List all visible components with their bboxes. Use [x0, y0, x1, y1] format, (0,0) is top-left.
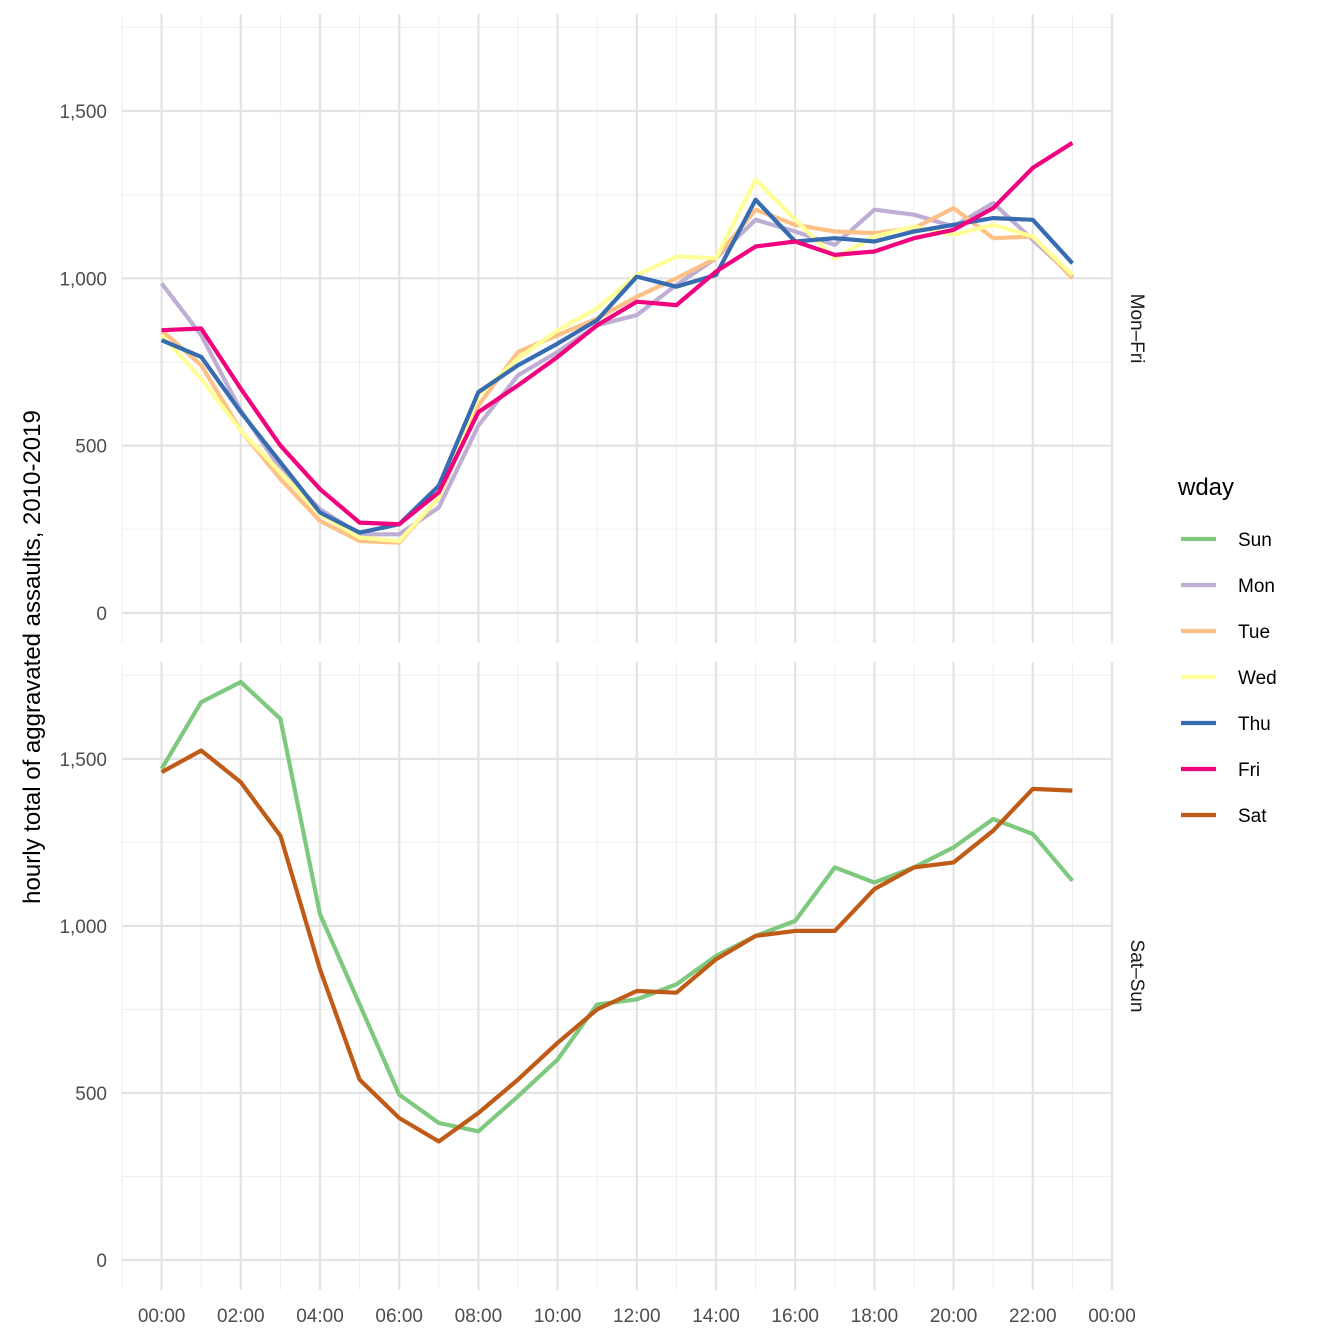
x-tick-label: 12:00 [613, 1306, 661, 1327]
facet-strip-label: Mon–Fri [1126, 294, 1147, 364]
y-tick-label: 0 [96, 1251, 107, 1272]
legend-label-mon: Mon [1238, 576, 1275, 597]
x-tick-label: 08:00 [455, 1306, 503, 1327]
series-line-sun [159, 679, 1075, 1134]
x-tick-label: 14:00 [692, 1306, 740, 1327]
y-axis-title: hourly total of aggravated assaults, 201… [19, 410, 46, 904]
y-tick-label: 1,000 [59, 917, 107, 938]
x-tick-label: 00:00 [1088, 1306, 1136, 1327]
x-tick-label: 20:00 [930, 1306, 978, 1327]
legend-title: wday [1177, 474, 1234, 501]
x-tick-label: 04:00 [296, 1306, 344, 1327]
x-tick-label: 00:00 [138, 1306, 186, 1327]
legend-label-thu: Thu [1238, 714, 1271, 735]
series-line-fri [161, 141, 1074, 527]
legend-label-wed: Wed [1238, 668, 1277, 689]
x-tick-label: 02:00 [217, 1306, 265, 1327]
y-tick-label: 500 [75, 1084, 107, 1105]
x-tick-label: 06:00 [375, 1306, 423, 1327]
panel-weekdays: 0 500 1,000 1,500 Mon–Fri [59, 14, 1147, 643]
x-tick-label: 22:00 [1009, 1306, 1057, 1327]
y-tick-label: 1,500 [59, 750, 107, 771]
legend: wday Sun Mon Tue Wed Thu Fri Sat [1177, 474, 1277, 827]
facet-strip-label: Sat–Sun [1126, 940, 1147, 1013]
legend-label-fri: Fri [1238, 760, 1260, 781]
y-tick-label: 1,500 [59, 102, 107, 123]
series-line-tue [160, 206, 1074, 545]
y-tick-label: 500 [75, 437, 107, 458]
x-tick-label: 16:00 [771, 1306, 819, 1327]
x-tick-label: 18:00 [851, 1306, 899, 1327]
series-line-sat [160, 748, 1073, 1144]
y-tick-label: 1,000 [59, 269, 107, 290]
legend-label-tue: Tue [1238, 622, 1270, 643]
x-tick-label: 10:00 [534, 1306, 582, 1327]
y-tick-label: 0 [96, 604, 107, 625]
legend-label-sat: Sat [1238, 806, 1267, 827]
legend-label-sun: Sun [1238, 530, 1272, 551]
panel-weekend: 0 500 1,000 1,500 Sat–Sun [59, 662, 1147, 1290]
series-line-thu [160, 197, 1074, 535]
